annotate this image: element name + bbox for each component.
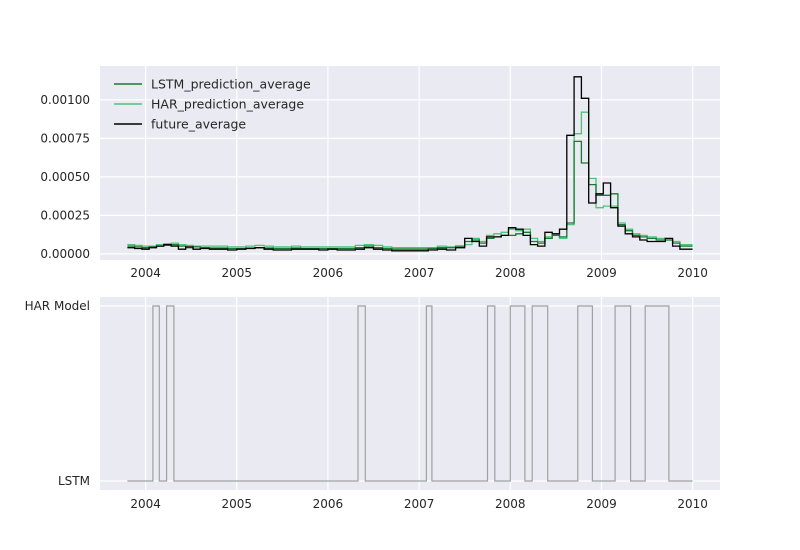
top-axes-background: [100, 66, 720, 260]
bottom-x-tick-label: 2006: [313, 497, 344, 511]
top-axes: 2004 2005 2006 2007 2008 2009 2010 0.000000.00…: [40, 66, 720, 280]
top-y-tick-label: 0.00075: [40, 131, 90, 145]
bottom-axes-x-ticks: 2004 2005 2006 2007 2008 2009 2010: [130, 497, 708, 511]
model-selection-line: [127, 305, 693, 482]
bottom-y-tick-label: HAR Model: [25, 299, 90, 313]
top-x-tick-label: 2008: [495, 266, 526, 280]
legend-label: LSTM_prediction_average: [151, 77, 311, 92]
top-x-tick-label: 2004: [130, 266, 161, 280]
bottom-y-tick-label: LSTM: [58, 474, 90, 488]
top-axes-y-ticks: 0.00000 0.00025 0.00050 0.00075 0.00100: [40, 93, 90, 261]
bottom-x-tick-label: 2005: [221, 497, 252, 511]
bottom-x-tick-label: 2007: [404, 497, 435, 511]
top-x-tick-label: 2007: [404, 266, 435, 280]
top-y-tick-label: 0.00100: [40, 93, 90, 107]
top-x-tick-label: 2006: [313, 266, 344, 280]
series-line-lstm-prediction-average: [127, 140, 693, 250]
top-axes-grid: [100, 66, 720, 260]
top-x-tick-label: 2009: [586, 266, 617, 280]
bottom-x-tick-label: 2010: [677, 497, 708, 511]
top-axes-series: [127, 76, 693, 252]
top-y-tick-label: 0.00000: [40, 247, 90, 261]
legend-label: future_average: [151, 117, 246, 132]
bottom-axes: 2004 2005 2006 2007 2008 2009 2010 LSTM HAR Mod…: [25, 297, 720, 511]
top-axes-x-ticks: 2004 2005 2006 2007 2008 2009 2010: [130, 266, 708, 280]
legend: LSTM_prediction_average HAR_prediction_av…: [114, 77, 311, 132]
top-y-tick-label: 0.00025: [40, 208, 90, 222]
bottom-x-tick-label: 2008: [495, 497, 526, 511]
bottom-axes-y-ticks: LSTM HAR Model: [25, 299, 90, 488]
bottom-axes-background: [100, 297, 720, 490]
top-x-tick-label: 2005: [221, 266, 252, 280]
top-y-tick-label: 0.00050: [40, 170, 90, 184]
top-x-tick-label: 2010: [677, 266, 708, 280]
series-line-future-average: [127, 76, 693, 252]
bottom-x-tick-label: 2004: [130, 497, 161, 511]
bottom-x-tick-label: 2009: [586, 497, 617, 511]
bottom-axes-series: [127, 305, 693, 482]
legend-label: HAR_prediction_average: [151, 97, 304, 112]
